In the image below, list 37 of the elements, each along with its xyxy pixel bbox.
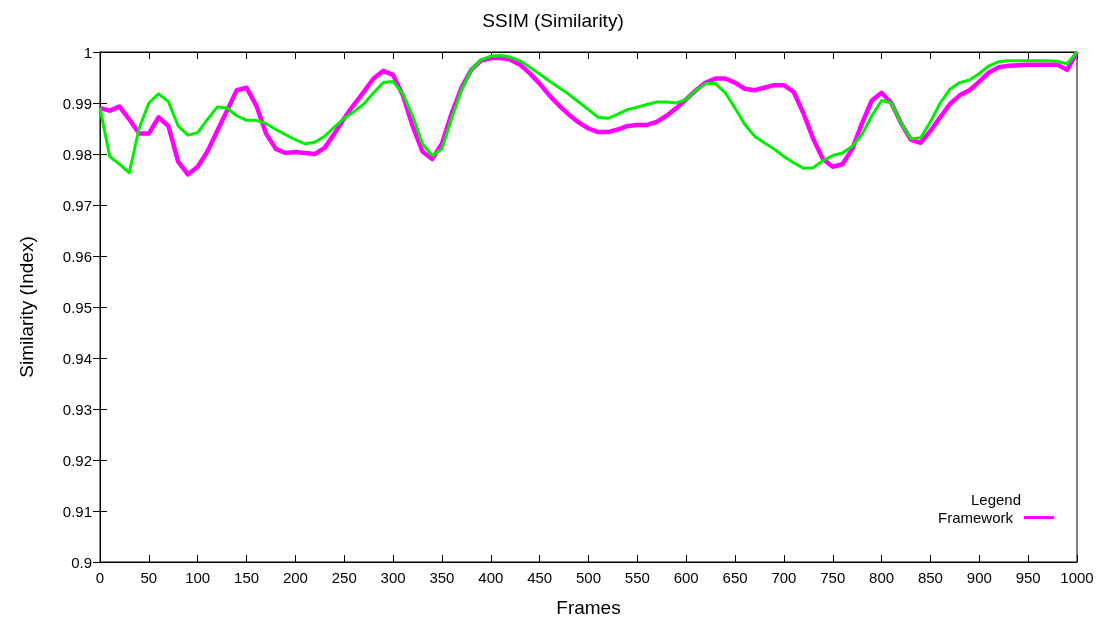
chart-title: SSIM (Similarity): [482, 10, 624, 31]
x-tick-label: 950: [1015, 569, 1041, 586]
legend-label: Framework: [937, 509, 1014, 526]
x-tick-label: 700: [771, 569, 797, 586]
y-tick-label: 0.92: [62, 451, 92, 469]
x-tick-label: 100: [185, 569, 211, 586]
x-tick-label: 250: [331, 569, 357, 586]
y-tick-label: 1: [83, 43, 92, 61]
x-tick-label: 0: [95, 569, 105, 586]
x-tick-label: 500: [575, 569, 602, 586]
y-tick-label: 0.94: [62, 349, 92, 367]
x-tick-label: 300: [380, 569, 406, 586]
x-tick-label: 350: [429, 569, 455, 586]
y-tick-label: 0.99: [62, 94, 92, 112]
y-tick-label: 0.96: [62, 247, 92, 265]
x-tick-label: 750: [820, 569, 846, 586]
x-tick-label: 50: [140, 569, 158, 586]
x-tick-label: 150: [234, 569, 260, 586]
x-tick-label: 400: [478, 569, 504, 586]
y-axis-title: Similarity (Index): [16, 236, 37, 378]
x-tick-label: 800: [869, 569, 895, 586]
y-tick-label: 0.95: [62, 298, 92, 316]
x-tick-label: 450: [527, 569, 553, 586]
y-tick-label: 0.98: [62, 145, 92, 163]
x-tick-label: 550: [624, 569, 650, 586]
x-tick-label: 1000: [1060, 569, 1094, 586]
y-tick-label: 0.91: [62, 502, 92, 520]
x-tick-label: 200: [282, 569, 308, 586]
x-tick-label: 900: [966, 569, 992, 586]
x-axis-title: Frames: [556, 597, 621, 618]
x-tick-label: 600: [673, 569, 699, 586]
x-tick-label: 650: [722, 569, 748, 586]
y-tick-label: 0.9: [71, 553, 92, 571]
y-tick-label: 0.97: [62, 196, 92, 214]
x-tick-label: 850: [917, 569, 943, 586]
y-tick-label: 0.93: [62, 400, 92, 418]
legend-title: Legend: [970, 491, 1021, 508]
